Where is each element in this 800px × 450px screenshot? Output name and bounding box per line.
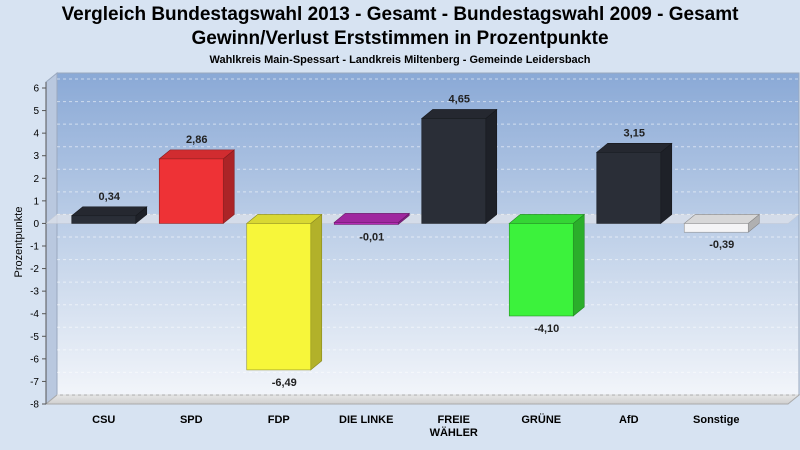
y-tick-label: 6 xyxy=(33,84,39,95)
category-label: GRÜNE xyxy=(521,413,561,426)
category-label: FDP xyxy=(268,414,290,426)
data-label: -0,39 xyxy=(709,239,734,251)
bar xyxy=(683,213,761,233)
bars xyxy=(70,108,761,371)
category-label: WÄHLER xyxy=(430,426,478,439)
y-tick-label: -2 xyxy=(30,264,39,275)
category-label: AfD xyxy=(619,414,639,426)
chart-subtitle-location: Wahlkreis Main-Spessart - Landkreis Milt… xyxy=(209,54,591,66)
data-label: 2,86 xyxy=(186,134,207,146)
floor xyxy=(44,394,800,405)
bar xyxy=(595,142,673,225)
y-tick-label: -5 xyxy=(30,332,39,343)
data-label: 0,34 xyxy=(99,191,121,203)
side-wall xyxy=(45,71,58,406)
y-tick-label: 1 xyxy=(33,196,39,207)
y-tick-labels: 6 5 4 3 2 1 0 -1 -2 -3 -4 -5 -6 -7 -8 xyxy=(30,84,46,411)
bar xyxy=(158,149,236,225)
y-tick-label: -1 xyxy=(30,242,39,253)
data-label: 4,65 xyxy=(449,93,470,105)
y-tick-label: 5 xyxy=(33,106,39,117)
y-tick-label: -3 xyxy=(30,287,39,298)
category-label: SPD xyxy=(180,414,203,426)
y-tick-label: -6 xyxy=(30,354,39,365)
y-tick-label: 0 xyxy=(33,219,39,230)
data-label: -4,10 xyxy=(534,323,559,335)
bar xyxy=(245,213,323,371)
category-label: Sonstige xyxy=(693,414,739,426)
bar xyxy=(70,206,148,225)
category-label: DIE LINKE xyxy=(339,414,393,426)
bar xyxy=(420,108,498,225)
chart-title: Vergleich Bundestagswahl 2013 - Gesamt -… xyxy=(61,4,739,25)
y-axis-label: Prozentpunkte xyxy=(13,207,25,278)
data-label: -0,01 xyxy=(359,231,384,243)
y-tick-label: 2 xyxy=(33,174,39,185)
data-label: 3,15 xyxy=(624,127,645,139)
data-label: -6,49 xyxy=(272,377,297,389)
y-tick-label: -4 xyxy=(30,309,39,320)
bar xyxy=(508,213,586,317)
data-labels: 0,34 2,86 -6,49 -0,01 4,65 -4,10 3,15 -0,39 xyxy=(99,93,735,388)
category-label: FREIE xyxy=(438,414,470,426)
y-tick-label: 3 xyxy=(33,151,39,162)
chart-subtitle: Gewinn/Verlust Erststimmen in Prozentpun… xyxy=(191,28,609,49)
y-tick-label: 4 xyxy=(33,129,39,140)
y-tick-label: -7 xyxy=(30,377,39,388)
grid-lines xyxy=(57,78,799,396)
bar xyxy=(333,212,411,226)
y-tick-label: -8 xyxy=(30,400,39,411)
category-label: CSU xyxy=(92,414,115,426)
